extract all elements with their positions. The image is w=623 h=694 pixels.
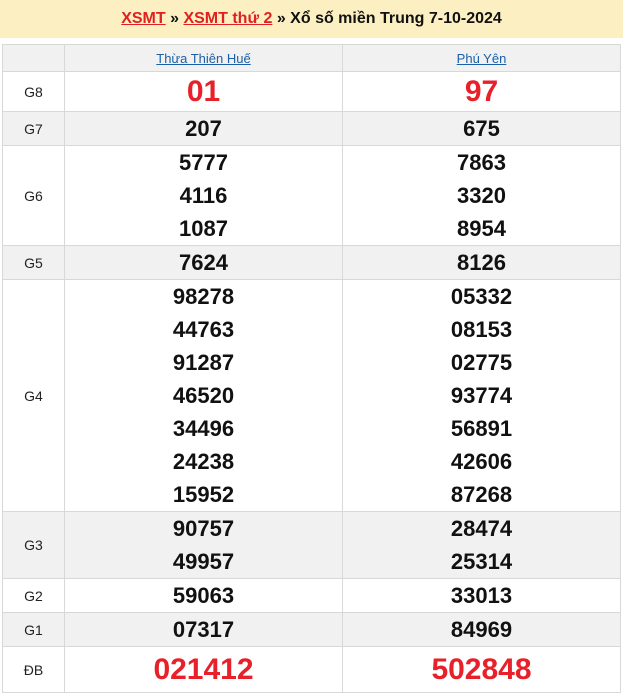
prize-label: G1 [2,612,65,647]
prize-number: 7624 [179,250,228,275]
prize-numbers: 7624 [64,245,343,280]
xsmt-thu2-link[interactable]: XSMT thứ 2 [183,10,273,27]
prize-number: 08153 [450,317,513,342]
prize-number: 07317 [172,617,235,642]
prize-number: 98278 [172,284,235,309]
province-header: Phú Yên [342,44,621,72]
prize-label: G3 [2,511,65,579]
prize-number: 021412 [153,653,254,686]
prize-numbers: 207 [64,111,343,146]
prize-number: 5777 [179,150,228,175]
province-header: Thừa Thiên Huế [64,44,343,72]
prize-numbers: 5777 4116 1087 [64,145,343,246]
prize-number: 01 [186,75,221,108]
prize-number: 97 [464,75,499,108]
prize-number: 59063 [172,583,235,608]
prize-number: 24238 [172,449,235,474]
prize-number: 8954 [457,216,506,241]
prize-numbers: 07317 [64,612,343,647]
prize-numbers: 90757 49957 [64,511,343,579]
prize-number: 56891 [450,416,513,441]
page-title: XSMT » XSMT thứ 2 » Xổ số miền Trung 7-1… [0,0,623,38]
prize-number: 91287 [172,350,235,375]
province-link-phuyen[interactable]: Phú Yên [456,50,507,66]
prize-row: G6 5777 4116 1087 7863 3320 8954 [2,145,621,246]
prize-number: 42606 [450,449,513,474]
prize-number: 8126 [457,250,506,275]
prize-label: G2 [2,578,65,613]
prize-label: G4 [2,279,65,512]
prize-numbers: 97 [342,71,621,112]
prize-number: 44763 [172,317,235,342]
prize-row: G4 98278 44763 91287 46520 34496 24238 15952 053… [2,279,621,512]
prize-label: G5 [2,245,65,280]
prize-number: 28474 [450,516,513,541]
prize-number: 34496 [172,416,235,441]
prize-number: 93774 [450,383,513,408]
prize-label: G8 [2,71,65,112]
province-link-hue[interactable]: Thừa Thiên Huế [156,50,251,66]
prize-number: 502848 [431,653,532,686]
separator: » [165,10,184,27]
prize-number: 4116 [179,183,228,208]
prize-label: G7 [2,111,65,146]
prize-row: G5 7624 8126 [2,245,621,280]
prize-numbers: 7863 3320 8954 [342,145,621,246]
prize-numbers: 01 [64,71,343,112]
prize-numbers: 28474 25314 [342,511,621,579]
prize-numbers: 021412 [64,646,343,693]
prize-row: G3 90757 49957 28474 25314 [2,511,621,579]
prize-numbers: 05332 08153 02775 93774 56891 42606 87268 [342,279,621,512]
xsmt-link[interactable]: XSMT [121,10,166,27]
prize-numbers: 98278 44763 91287 46520 34496 24238 15952 [64,279,343,512]
prize-number: 207 [185,116,222,141]
prize-row: G1 07317 84969 [2,612,621,647]
prize-number: 87268 [450,482,513,507]
prize-numbers: 502848 [342,646,621,693]
prize-number: 49957 [172,549,235,574]
prize-row: G8 01 97 [2,71,621,112]
prize-number: 33013 [450,583,513,608]
prize-row: G2 59063 33013 [2,578,621,613]
prize-numbers: 675 [342,111,621,146]
results-table: Thừa Thiên Huế Phú Yên G8 01 97 G7 207 675 G6 57… [2,44,621,693]
prize-number: 1087 [179,216,228,241]
corner-cell [2,44,65,72]
prize-numbers: 8126 [342,245,621,280]
prize-number: 90757 [172,516,235,541]
prize-number: 675 [463,116,500,141]
prize-row: ĐB 021412 502848 [2,646,621,693]
prize-numbers: 84969 [342,612,621,647]
prize-number: 02775 [450,350,513,375]
prize-numbers: 59063 [64,578,343,613]
prize-number: 05332 [450,284,513,309]
prize-number: 3320 [457,183,506,208]
prize-label: G6 [2,145,65,246]
prize-numbers: 33013 [342,578,621,613]
prize-number: 15952 [172,482,235,507]
prize-number: 7863 [457,150,506,175]
title-text: Xổ số miền Trung 7-10-2024 [290,10,502,27]
prize-row: G7 207 675 [2,111,621,146]
prize-number: 46520 [172,383,235,408]
prize-label: ĐB [2,646,65,693]
prize-number: 25314 [450,549,513,574]
prize-number: 84969 [450,617,513,642]
separator: » [272,10,291,27]
